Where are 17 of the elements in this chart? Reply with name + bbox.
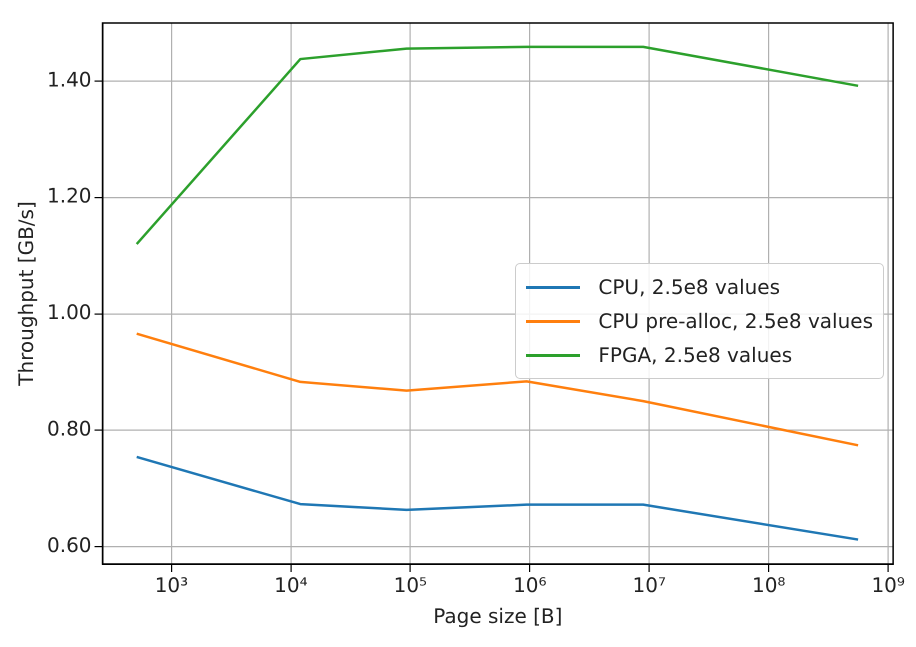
y-tick-label: 0.60 [47, 532, 92, 557]
x-axis-title: Page size [B] [433, 604, 562, 628]
legend-label: FPGA, 2.5e8 values [598, 343, 792, 367]
x-tick-label: 10⁶ [513, 573, 547, 598]
x-tick-label: 10⁵ [394, 573, 428, 598]
legend-label: CPU pre-alloc, 2.5e8 values [598, 309, 873, 333]
y-tick-label: 1.20 [47, 184, 92, 208]
y-tick-label: 0.80 [47, 416, 92, 440]
x-tick-label: 10⁴ [274, 573, 308, 598]
y-axis-title: Throughput [GB/s] [14, 201, 38, 387]
y-tick-label: 1.40 [47, 67, 92, 92]
x-tick-label: 10⁸ [752, 573, 786, 598]
x-tick-label: 10⁷ [632, 573, 666, 598]
x-tick-label: 10³ [154, 573, 188, 598]
y-tick-label: 1.00 [47, 300, 92, 324]
x-tick-label: 10⁹ [871, 573, 905, 598]
legend-label: CPU, 2.5e8 values [598, 275, 780, 299]
